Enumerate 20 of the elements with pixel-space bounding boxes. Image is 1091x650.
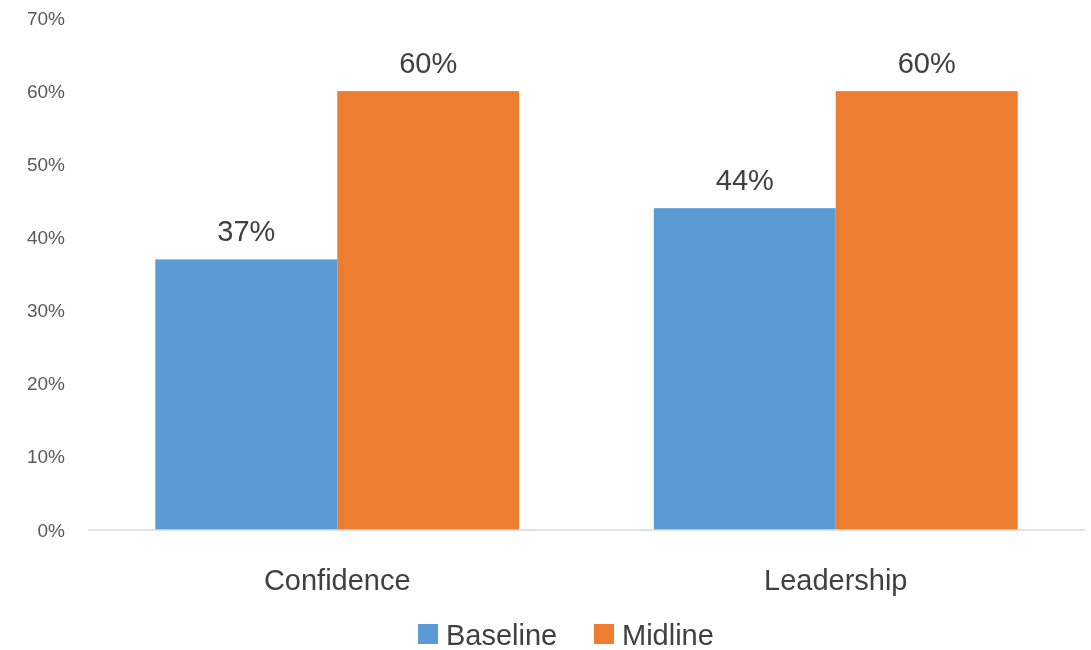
y-tick-label: 10%: [26, 446, 66, 468]
bar: [835, 91, 1018, 530]
y-tick-label: 50%: [26, 153, 66, 175]
y-tick-label: 0%: [37, 519, 66, 541]
bar: [653, 208, 836, 530]
x-tick-label: Confidence: [263, 564, 411, 596]
bar: [155, 259, 338, 530]
y-tick-label: 30%: [26, 300, 66, 322]
y-tick-label: 70%: [26, 7, 66, 29]
data-label: 60%: [897, 47, 956, 80]
bar: [337, 91, 520, 530]
y-tick-label: 20%: [26, 373, 66, 395]
data-label: 37%: [217, 215, 276, 248]
legend-label: Baseline: [446, 619, 558, 650]
x-tick-label: Leadership: [764, 564, 908, 596]
data-label: 60%: [399, 47, 458, 80]
legend-label: Midline: [622, 619, 714, 650]
y-tick-label: 40%: [26, 226, 66, 248]
data-label: 44%: [715, 164, 774, 197]
y-tick-label: 60%: [26, 80, 66, 102]
